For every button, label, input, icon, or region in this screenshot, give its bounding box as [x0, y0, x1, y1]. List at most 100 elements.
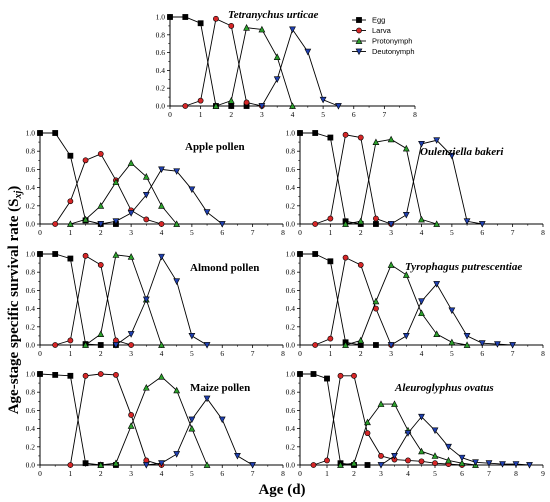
data-point	[312, 221, 319, 227]
data-point	[448, 152, 456, 160]
x-tick-label: 5	[190, 228, 194, 237]
data-point	[289, 26, 296, 34]
y-tick-label: 0.8	[286, 147, 296, 156]
y-tick-label: 0.2	[286, 322, 296, 331]
series-line	[40, 132, 116, 225]
panel-title: Tyrophagus putrescentiae	[405, 261, 522, 273]
x-tick-label: 4	[160, 228, 164, 237]
series-deutonymph	[377, 413, 533, 469]
data-point	[127, 331, 135, 338]
chart-panel-1: 0 1 2 3 4 5 6 7 8 0.0 0.2 0.4 0.6 0.8 1.0 Tetranychus u…	[156, 9, 418, 119]
x-tick-label: 0	[298, 469, 302, 478]
y-tick-label: 0.0	[26, 461, 36, 470]
series-line	[261, 28, 339, 107]
x-tick-label: 2	[99, 469, 103, 478]
series-line	[70, 162, 178, 225]
x-tick-label: 3	[129, 349, 133, 358]
x-tick-label: 5	[433, 469, 437, 478]
x-tick-label: 1	[69, 469, 73, 478]
series-larva	[312, 131, 395, 227]
data-point	[458, 459, 466, 467]
y-tick-label: 0.8	[26, 147, 36, 156]
y-tick-label: 1.0	[286, 129, 296, 138]
chart-panel-2: 0 1 2 3 4 5 6 7 8 0.0 0.2 0.4 0.6 0.8 1.0 Apple pollen	[26, 129, 286, 238]
x-tick-label: 8	[541, 349, 545, 358]
data-point	[67, 337, 74, 344]
data-point	[431, 427, 439, 435]
data-point	[337, 461, 344, 468]
data-point	[342, 131, 349, 138]
x-tick-label: 8	[281, 228, 285, 237]
y-tick-label: 0.4	[26, 304, 36, 313]
x-tick-label: 7	[251, 469, 255, 478]
data-point	[243, 99, 250, 106]
x-tick-label: 0	[38, 349, 42, 358]
x-tick-label: 6	[220, 469, 224, 478]
data-point	[324, 457, 330, 464]
series-deutonymph	[387, 281, 517, 349]
data-point	[342, 220, 349, 227]
series-egg	[37, 130, 119, 227]
data-point	[337, 372, 344, 379]
y-tick-label: 1.0	[26, 129, 36, 138]
data-point	[433, 137, 441, 144]
data-point	[52, 342, 59, 348]
data-point	[228, 22, 235, 29]
series-line	[315, 256, 392, 346]
data-point	[512, 461, 520, 468]
series-line	[380, 416, 530, 466]
x-tick-label: 6	[460, 469, 464, 478]
data-point	[391, 452, 398, 460]
data-point	[445, 456, 452, 464]
y-tick-label: 0.6	[286, 406, 296, 415]
x-tick-label: 7	[383, 110, 387, 119]
data-point	[97, 371, 104, 377]
data-point	[188, 186, 196, 194]
x-tick-label: 6	[480, 349, 484, 358]
x-tick-label: 2	[359, 228, 363, 237]
data-point	[97, 221, 105, 228]
y-tick-label: 0.4	[26, 424, 36, 433]
data-point	[173, 278, 181, 285]
series-line	[55, 255, 132, 346]
data-point	[142, 191, 150, 199]
data-point	[310, 371, 317, 377]
chart-panel-7: 0 1 2 3 4 5 6 7 8 9 0.0 0.2 0.4 0.6 0.8 1.0 Aleuroglyphu…	[286, 370, 546, 479]
x-tick-label: 1	[69, 228, 73, 237]
series-line	[390, 283, 513, 346]
y-tick-label: 0.6	[26, 406, 36, 415]
y-tick-label: 0.0	[286, 220, 296, 229]
data-point	[387, 342, 395, 349]
x-tick-label: 2	[352, 469, 356, 478]
data-point	[158, 341, 165, 348]
x-tick-label: 6	[352, 110, 356, 119]
data-point	[312, 251, 319, 257]
data-point	[418, 298, 425, 305]
data-point	[448, 307, 456, 315]
data-point	[127, 422, 135, 429]
data-point	[218, 416, 226, 424]
data-point	[458, 454, 466, 462]
data-point	[402, 271, 410, 278]
series-protonymph	[342, 261, 471, 348]
data-point	[158, 253, 165, 261]
data-point	[67, 372, 74, 379]
x-tick-label: 0	[298, 349, 302, 358]
data-point	[158, 373, 165, 380]
y-tick-label: 0.6	[286, 286, 296, 295]
data-point	[66, 220, 74, 227]
x-tick-label: 4	[160, 469, 164, 478]
x-tick-label: 8	[541, 228, 545, 237]
data-point	[310, 462, 317, 468]
data-point	[373, 221, 379, 227]
y-tick-label: 0.4	[26, 183, 36, 192]
data-point	[350, 459, 358, 467]
data-point	[472, 459, 479, 466]
x-tick-label: 5	[190, 469, 194, 478]
data-point	[377, 400, 385, 407]
x-tick-label: 1	[199, 110, 203, 119]
data-point	[158, 202, 165, 209]
data-point	[357, 262, 364, 268]
data-point	[273, 76, 281, 83]
